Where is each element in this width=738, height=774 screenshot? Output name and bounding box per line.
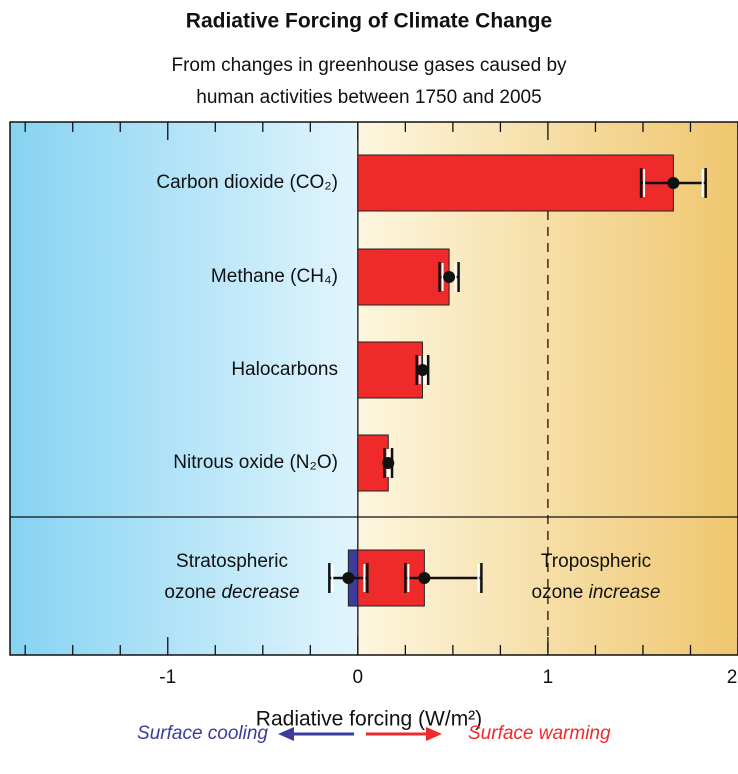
x-axis-label: Radiative forcing (W/m²)	[256, 708, 482, 731]
subtitle: human activities between 1750 and 2005	[196, 87, 541, 108]
bar	[357, 154, 674, 212]
error-bar	[639, 168, 707, 198]
ozone-emphasis: decrease	[221, 582, 299, 603]
error-dot	[416, 364, 429, 376]
x-tick-label: 1	[543, 667, 554, 688]
warming-label: Surface warming	[468, 723, 611, 744]
error-dot	[418, 572, 431, 584]
cooling-label: Surface cooling	[137, 723, 268, 744]
error-bar	[415, 355, 430, 385]
bar	[357, 248, 450, 306]
ozone-emphasis: increase	[589, 582, 661, 603]
error-dot	[342, 572, 355, 584]
error-bar	[404, 563, 483, 593]
ozone-label: Tropospheric	[541, 551, 651, 572]
category-label: Halocarbons	[231, 359, 338, 380]
error-dot	[443, 271, 456, 283]
cooling-background	[10, 122, 358, 655]
error-bar	[382, 448, 395, 478]
error-bar	[328, 563, 369, 593]
category-label: Methane (CH₄)	[211, 266, 338, 287]
x-tick-label: 2	[727, 667, 738, 688]
ozone-word: ozone	[164, 582, 216, 603]
subtitle: From changes in greenhouse gases caused …	[171, 55, 567, 76]
x-tick-label: -1	[159, 667, 176, 688]
chart-title: Radiative Forcing of Climate Change	[186, 10, 552, 33]
ozone-label: Stratospheric	[176, 551, 288, 572]
bar	[357, 341, 423, 399]
x-tick-label: 0	[353, 667, 364, 688]
plot-frame	[9, 121, 738, 656]
category-label: Carbon dioxide (CO₂)	[156, 172, 338, 193]
category-label: Nitrous oxide (N₂O)	[173, 452, 338, 473]
ozone-label: ozone decrease	[164, 582, 299, 603]
cooling-arrow-head	[278, 727, 294, 741]
warming-arrow-head	[426, 727, 442, 741]
ozone-word: ozone	[532, 582, 584, 603]
error-dot	[667, 177, 680, 189]
ozone-label: ozone increase	[532, 582, 661, 603]
error-bar	[438, 262, 460, 292]
error-dot	[382, 457, 395, 469]
